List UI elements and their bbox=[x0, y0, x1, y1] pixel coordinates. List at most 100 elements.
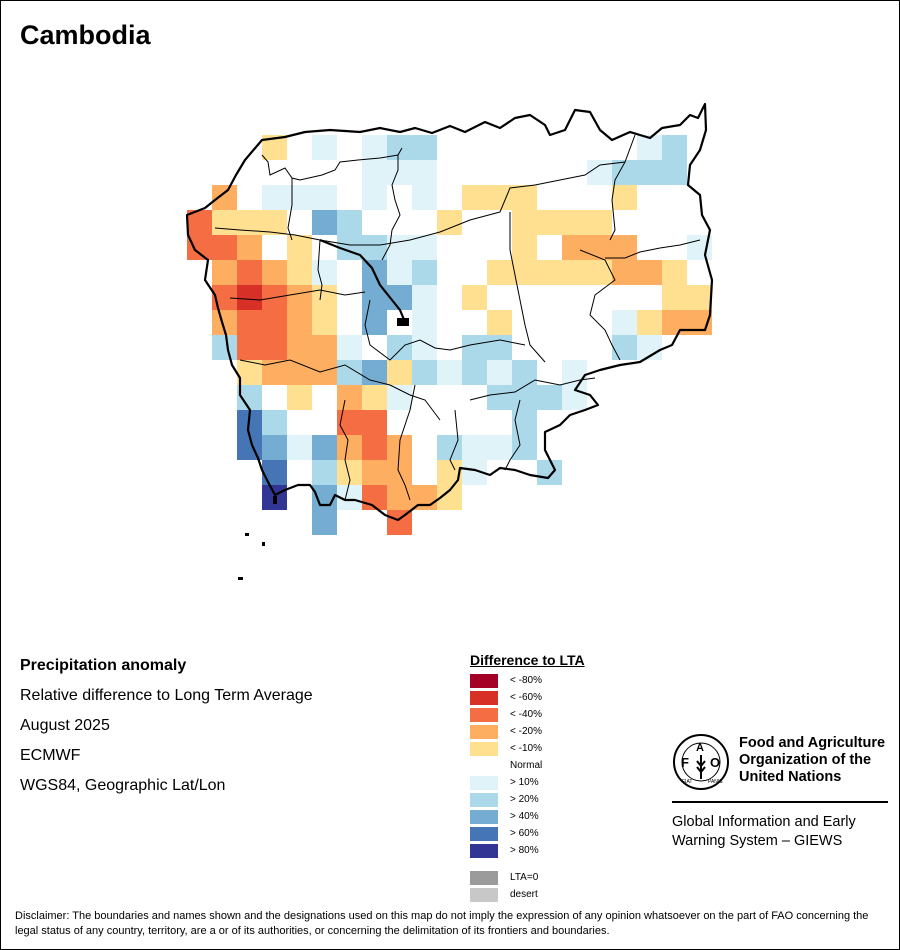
province-boundary bbox=[317, 239, 323, 301]
map-info: Precipitation anomaly Relative differenc… bbox=[20, 656, 313, 806]
grid-cell-m10 bbox=[462, 185, 487, 210]
legend-swatch bbox=[470, 793, 498, 807]
grid-cell-m20 bbox=[387, 485, 412, 510]
grid-cell-m10 bbox=[487, 185, 512, 210]
grid-cell-m10 bbox=[587, 210, 612, 235]
island bbox=[245, 533, 249, 536]
grid-cell-m40 bbox=[262, 310, 287, 335]
grid-cell-p10 bbox=[312, 135, 337, 160]
grid-cell-p40 bbox=[262, 435, 287, 460]
grid-cell-m10 bbox=[262, 210, 287, 235]
grid-cell-p20 bbox=[337, 210, 362, 235]
legend-label: > 20% bbox=[510, 794, 539, 805]
grid-cell-m20 bbox=[662, 310, 687, 335]
legend-extra: LTA=0 desert bbox=[470, 870, 585, 904]
grid-cell-m10 bbox=[362, 385, 387, 410]
grid-cell-p60 bbox=[262, 460, 287, 485]
grid-cell-p20 bbox=[662, 160, 687, 185]
province-boundary bbox=[499, 134, 636, 213]
admin-boundaries bbox=[214, 134, 701, 501]
grid-cell-p20 bbox=[537, 385, 562, 410]
anomaly-map bbox=[185, 102, 714, 580]
grid-cell-p10 bbox=[562, 360, 587, 385]
grid-cell-m10 bbox=[487, 310, 512, 335]
org-line-2: Organization of the bbox=[739, 752, 872, 768]
legend-swatch bbox=[470, 742, 498, 756]
grid-cell-m20 bbox=[237, 235, 262, 260]
grid-cell-m40 bbox=[337, 410, 362, 435]
grid-cell-m20 bbox=[337, 385, 362, 410]
legend-item-p60: > 60% bbox=[470, 826, 585, 843]
grid-cell-m20 bbox=[337, 435, 362, 460]
grid-cell-m10 bbox=[537, 260, 562, 285]
grid-cell-p10 bbox=[487, 435, 512, 460]
grid-cell-p40 bbox=[312, 435, 337, 460]
province-boundary bbox=[381, 155, 401, 261]
island bbox=[273, 496, 277, 504]
grid-cell-p10 bbox=[412, 285, 437, 310]
province-boundary bbox=[339, 399, 351, 501]
legend-swatch bbox=[470, 827, 498, 841]
grid-cell-p20 bbox=[212, 335, 237, 360]
svg-text:PANIS: PANIS bbox=[708, 779, 723, 785]
legend-swatch bbox=[470, 691, 498, 705]
grid-cell-m40 bbox=[237, 260, 262, 285]
grid-cell-p10 bbox=[412, 335, 437, 360]
grid-cell-p10 bbox=[412, 185, 437, 210]
grid-cell-m10 bbox=[212, 210, 237, 235]
legend-label: Normal bbox=[510, 760, 543, 771]
grid-cell-p20 bbox=[462, 335, 487, 360]
grid-cell-m40 bbox=[187, 235, 212, 260]
grid-cell-m10 bbox=[637, 310, 662, 335]
legend-swatch bbox=[470, 776, 498, 790]
grid-cell-m40 bbox=[362, 410, 387, 435]
svg-text:O: O bbox=[710, 755, 720, 770]
legend-swatch bbox=[470, 810, 498, 824]
legend-label: < -40% bbox=[510, 709, 542, 720]
legend-label: > 80% bbox=[510, 845, 539, 856]
grid-cell-p10 bbox=[287, 185, 312, 210]
info-period: August 2025 bbox=[20, 717, 110, 734]
legend-item-p20: > 20% bbox=[470, 792, 585, 809]
grid-cell-m10 bbox=[612, 185, 637, 210]
legend-swatch bbox=[470, 844, 498, 858]
grid-cell-m20 bbox=[287, 285, 312, 310]
legend-swatch bbox=[470, 759, 498, 773]
legend-item-m60: < -60% bbox=[470, 690, 585, 707]
grid-cell-p10 bbox=[387, 260, 412, 285]
legend-item-m40: < -40% bbox=[470, 707, 585, 724]
grid-cell-m10 bbox=[462, 285, 487, 310]
island bbox=[262, 542, 265, 546]
grid-cell-m40 bbox=[262, 335, 287, 360]
grid-cell-m20 bbox=[637, 260, 662, 285]
province-boundary bbox=[579, 249, 621, 361]
info-method: Relative difference to Long Term Average bbox=[20, 687, 313, 704]
province-boundary bbox=[261, 147, 403, 181]
grid-cell-m10 bbox=[662, 285, 687, 310]
grid-cell-p10 bbox=[612, 310, 637, 335]
grid-cell-p20 bbox=[487, 335, 512, 360]
grid-cell-p10 bbox=[362, 135, 387, 160]
legend-swatch bbox=[470, 888, 498, 902]
country-outline bbox=[185, 102, 714, 522]
legend-item-m20: < -20% bbox=[470, 724, 585, 741]
svg-text:FIAT: FIAT bbox=[682, 779, 692, 785]
grid-cell-m10 bbox=[287, 260, 312, 285]
grid-cell-m10 bbox=[287, 235, 312, 260]
svg-text:A: A bbox=[696, 742, 704, 754]
grid-cell-p20 bbox=[637, 160, 662, 185]
grid-cell-p10 bbox=[412, 310, 437, 335]
province-boundary bbox=[214, 211, 501, 246]
grid-cell-p20 bbox=[537, 460, 562, 485]
legend-label: > 10% bbox=[510, 777, 539, 788]
grid-cell-m10 bbox=[312, 310, 337, 335]
grid-cell-p40 bbox=[312, 510, 337, 535]
grid-cell-m20 bbox=[287, 335, 312, 360]
province-boundary bbox=[605, 239, 701, 259]
grid-cell-p10 bbox=[387, 385, 412, 410]
grid-cell-p10 bbox=[412, 160, 437, 185]
grid-cell-m10 bbox=[487, 260, 512, 285]
grid-cell-m20 bbox=[312, 335, 337, 360]
province-boundary bbox=[229, 289, 366, 301]
grid-cell-p20 bbox=[462, 360, 487, 385]
